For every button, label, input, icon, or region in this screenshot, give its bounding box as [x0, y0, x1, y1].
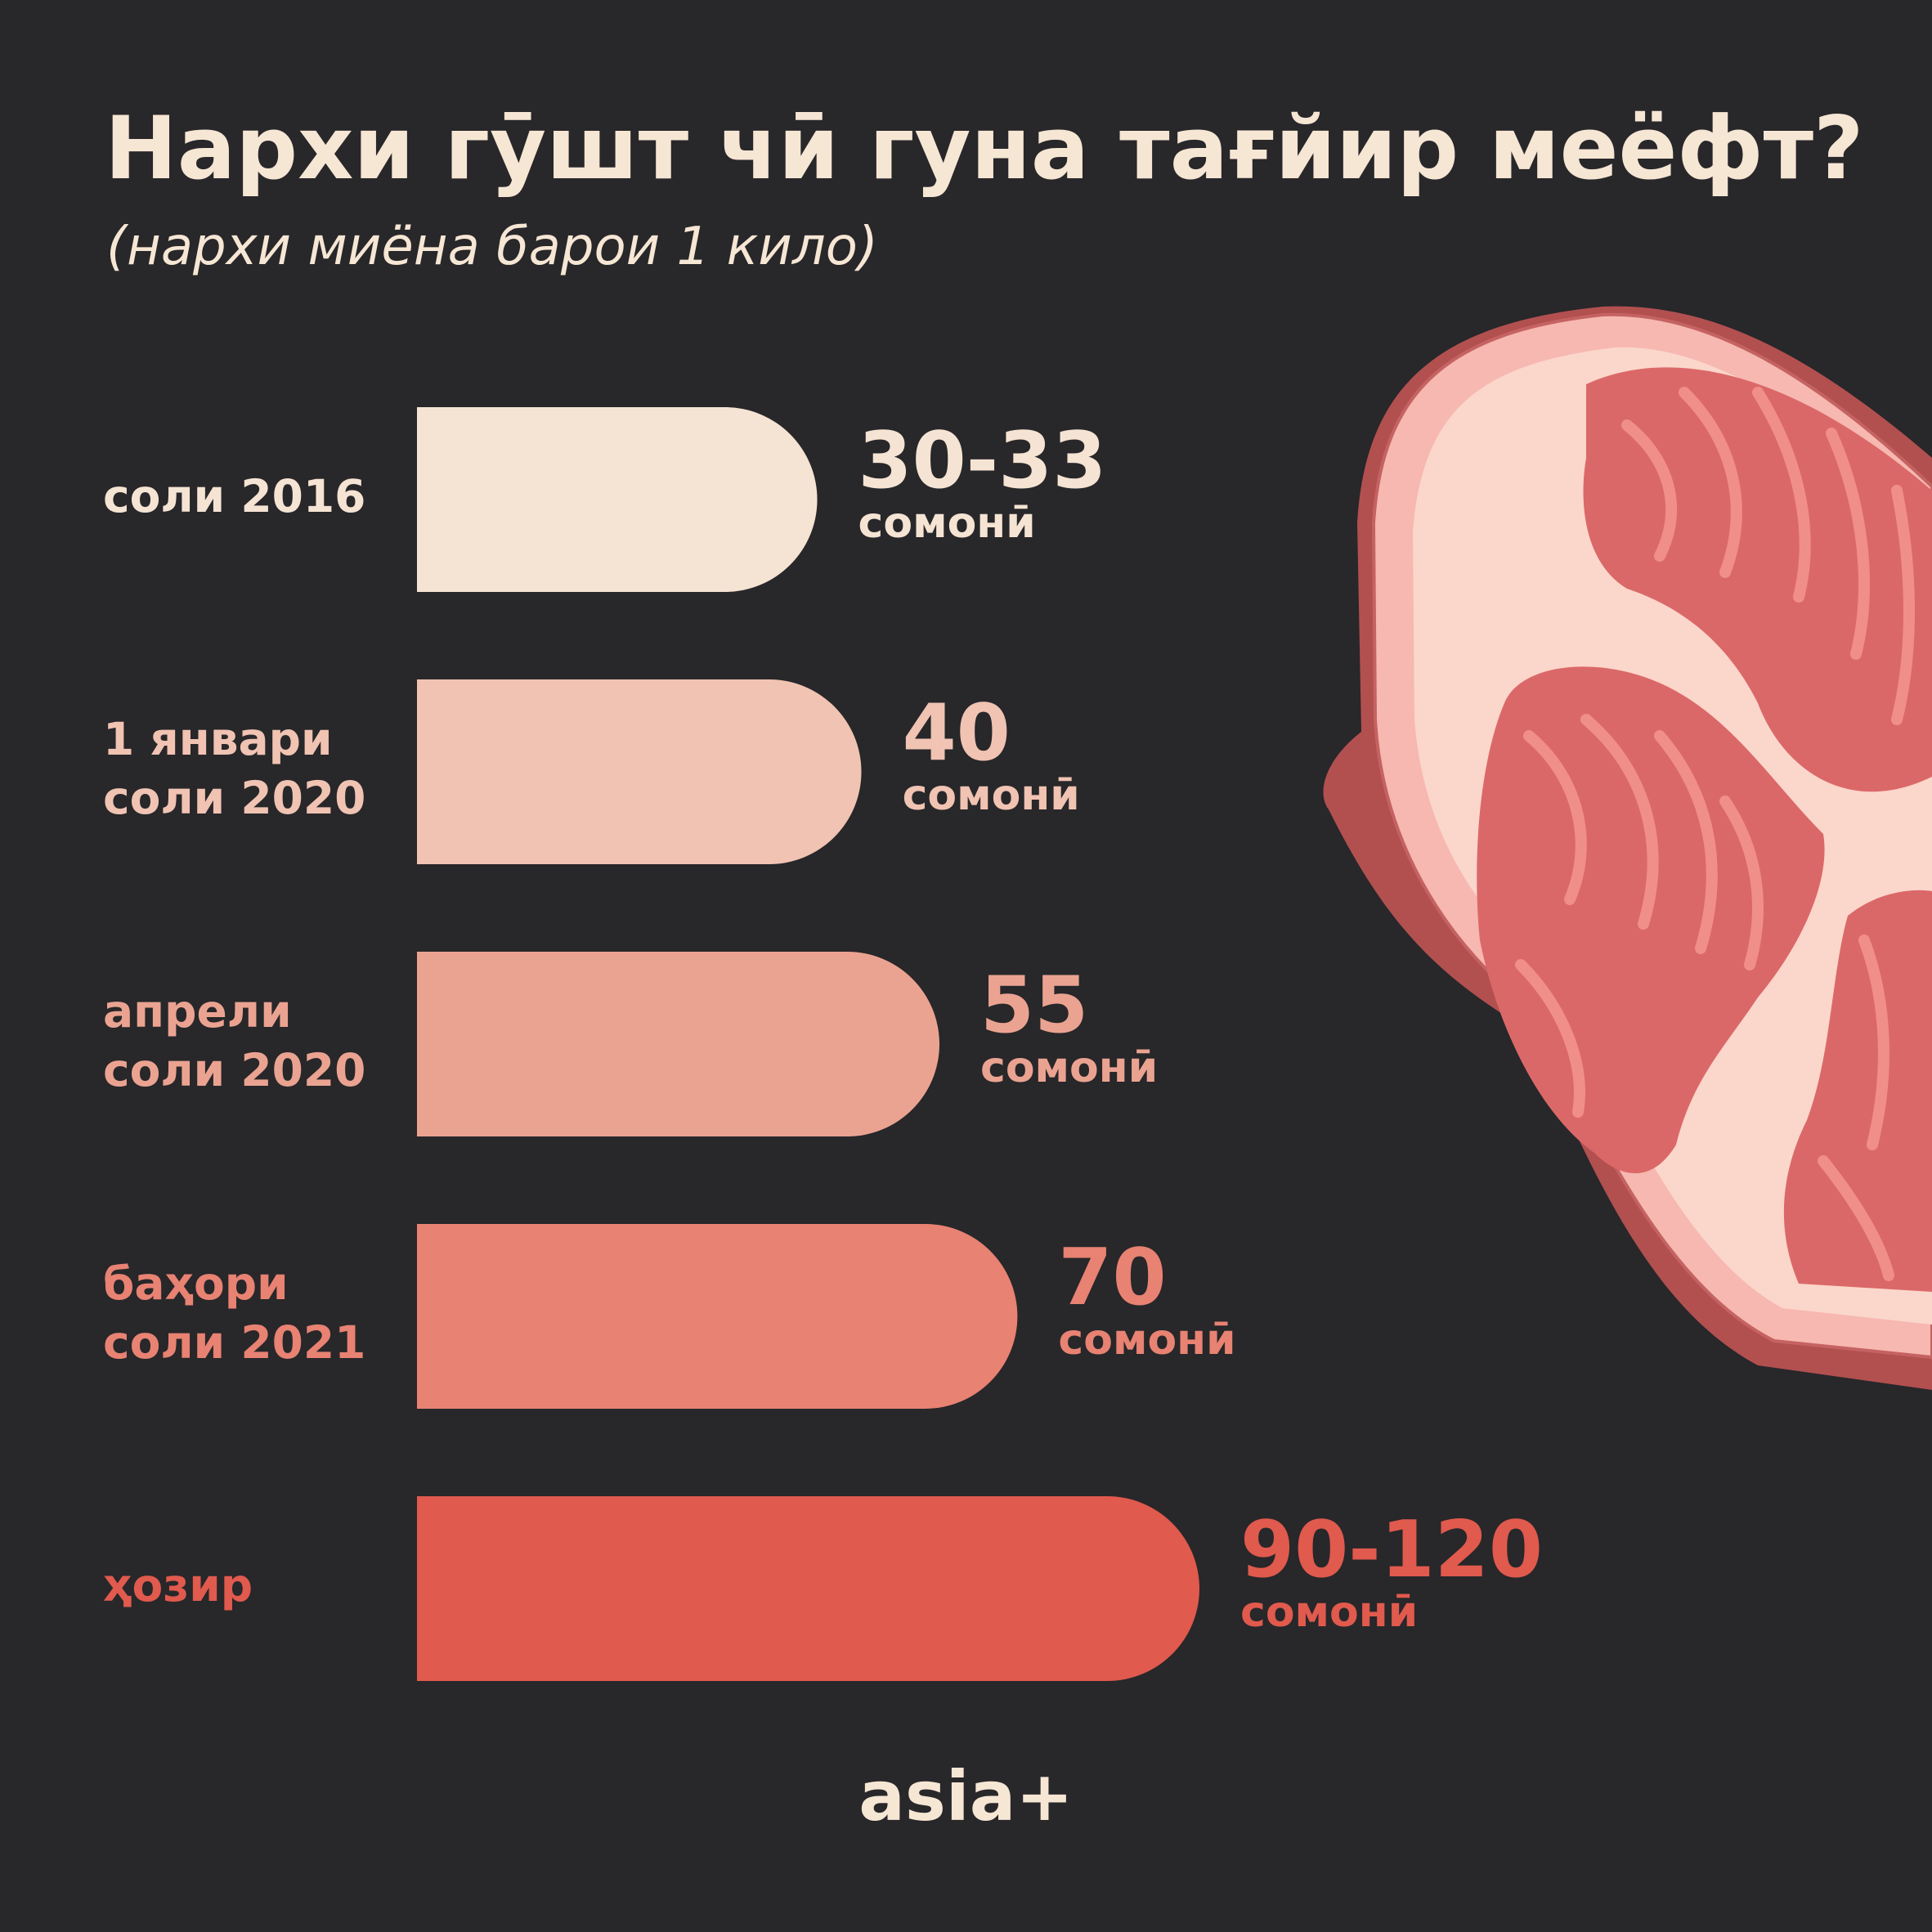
value-unit-1: сомонӣ	[858, 499, 1036, 548]
value-number-5: 90-120	[1240, 1505, 1543, 1595]
brand-logo: asia+	[858, 1756, 1074, 1836]
bar-3	[417, 952, 939, 1136]
meat-marbling	[1515, 387, 1915, 1281]
value-label-3: 55 сомонӣ	[980, 966, 1158, 1091]
bar-1	[417, 407, 818, 592]
category-label-5: ҳозир	[103, 1559, 253, 1611]
category-label-2: 1 январи соли 2020	[103, 713, 366, 824]
meat-lean-bottom	[1477, 666, 1825, 1173]
category-label-3: апрели соли 2020	[103, 985, 366, 1096]
page-subtitle: (нархи миёна барои 1 кило)	[106, 217, 878, 277]
page-title: Нархи гӯшт чӣ гуна тағйир меёфт?	[105, 98, 1864, 199]
value-label-4: 70 сомонӣ	[1058, 1239, 1235, 1363]
value-label-2: 40 сомонӣ	[903, 694, 1080, 818]
value-unit-4: сомонӣ	[1058, 1316, 1236, 1365]
bar-5	[417, 1496, 1199, 1681]
bar-2	[417, 679, 862, 864]
category-label-4: баҳори соли 2021	[103, 1257, 366, 1369]
bar-4	[417, 1224, 1018, 1409]
value-label-1: 30-33 сомонӣ	[858, 422, 1107, 546]
value-number-1: 30-33	[858, 416, 1107, 506]
value-label-5: 90-120 сомонӣ	[1240, 1511, 1543, 1635]
value-unit-3: сомонӣ	[980, 1043, 1159, 1092]
value-unit-5: сомонӣ	[1240, 1588, 1419, 1637]
category-label-1: соли 2016	[103, 470, 366, 522]
value-number-3: 55	[980, 961, 1089, 1051]
value-number-4: 70	[1058, 1233, 1167, 1323]
value-number-2: 40	[902, 688, 1011, 778]
meat-lean-right	[1783, 890, 1932, 1292]
value-unit-2: сомонӣ	[902, 771, 1080, 820]
